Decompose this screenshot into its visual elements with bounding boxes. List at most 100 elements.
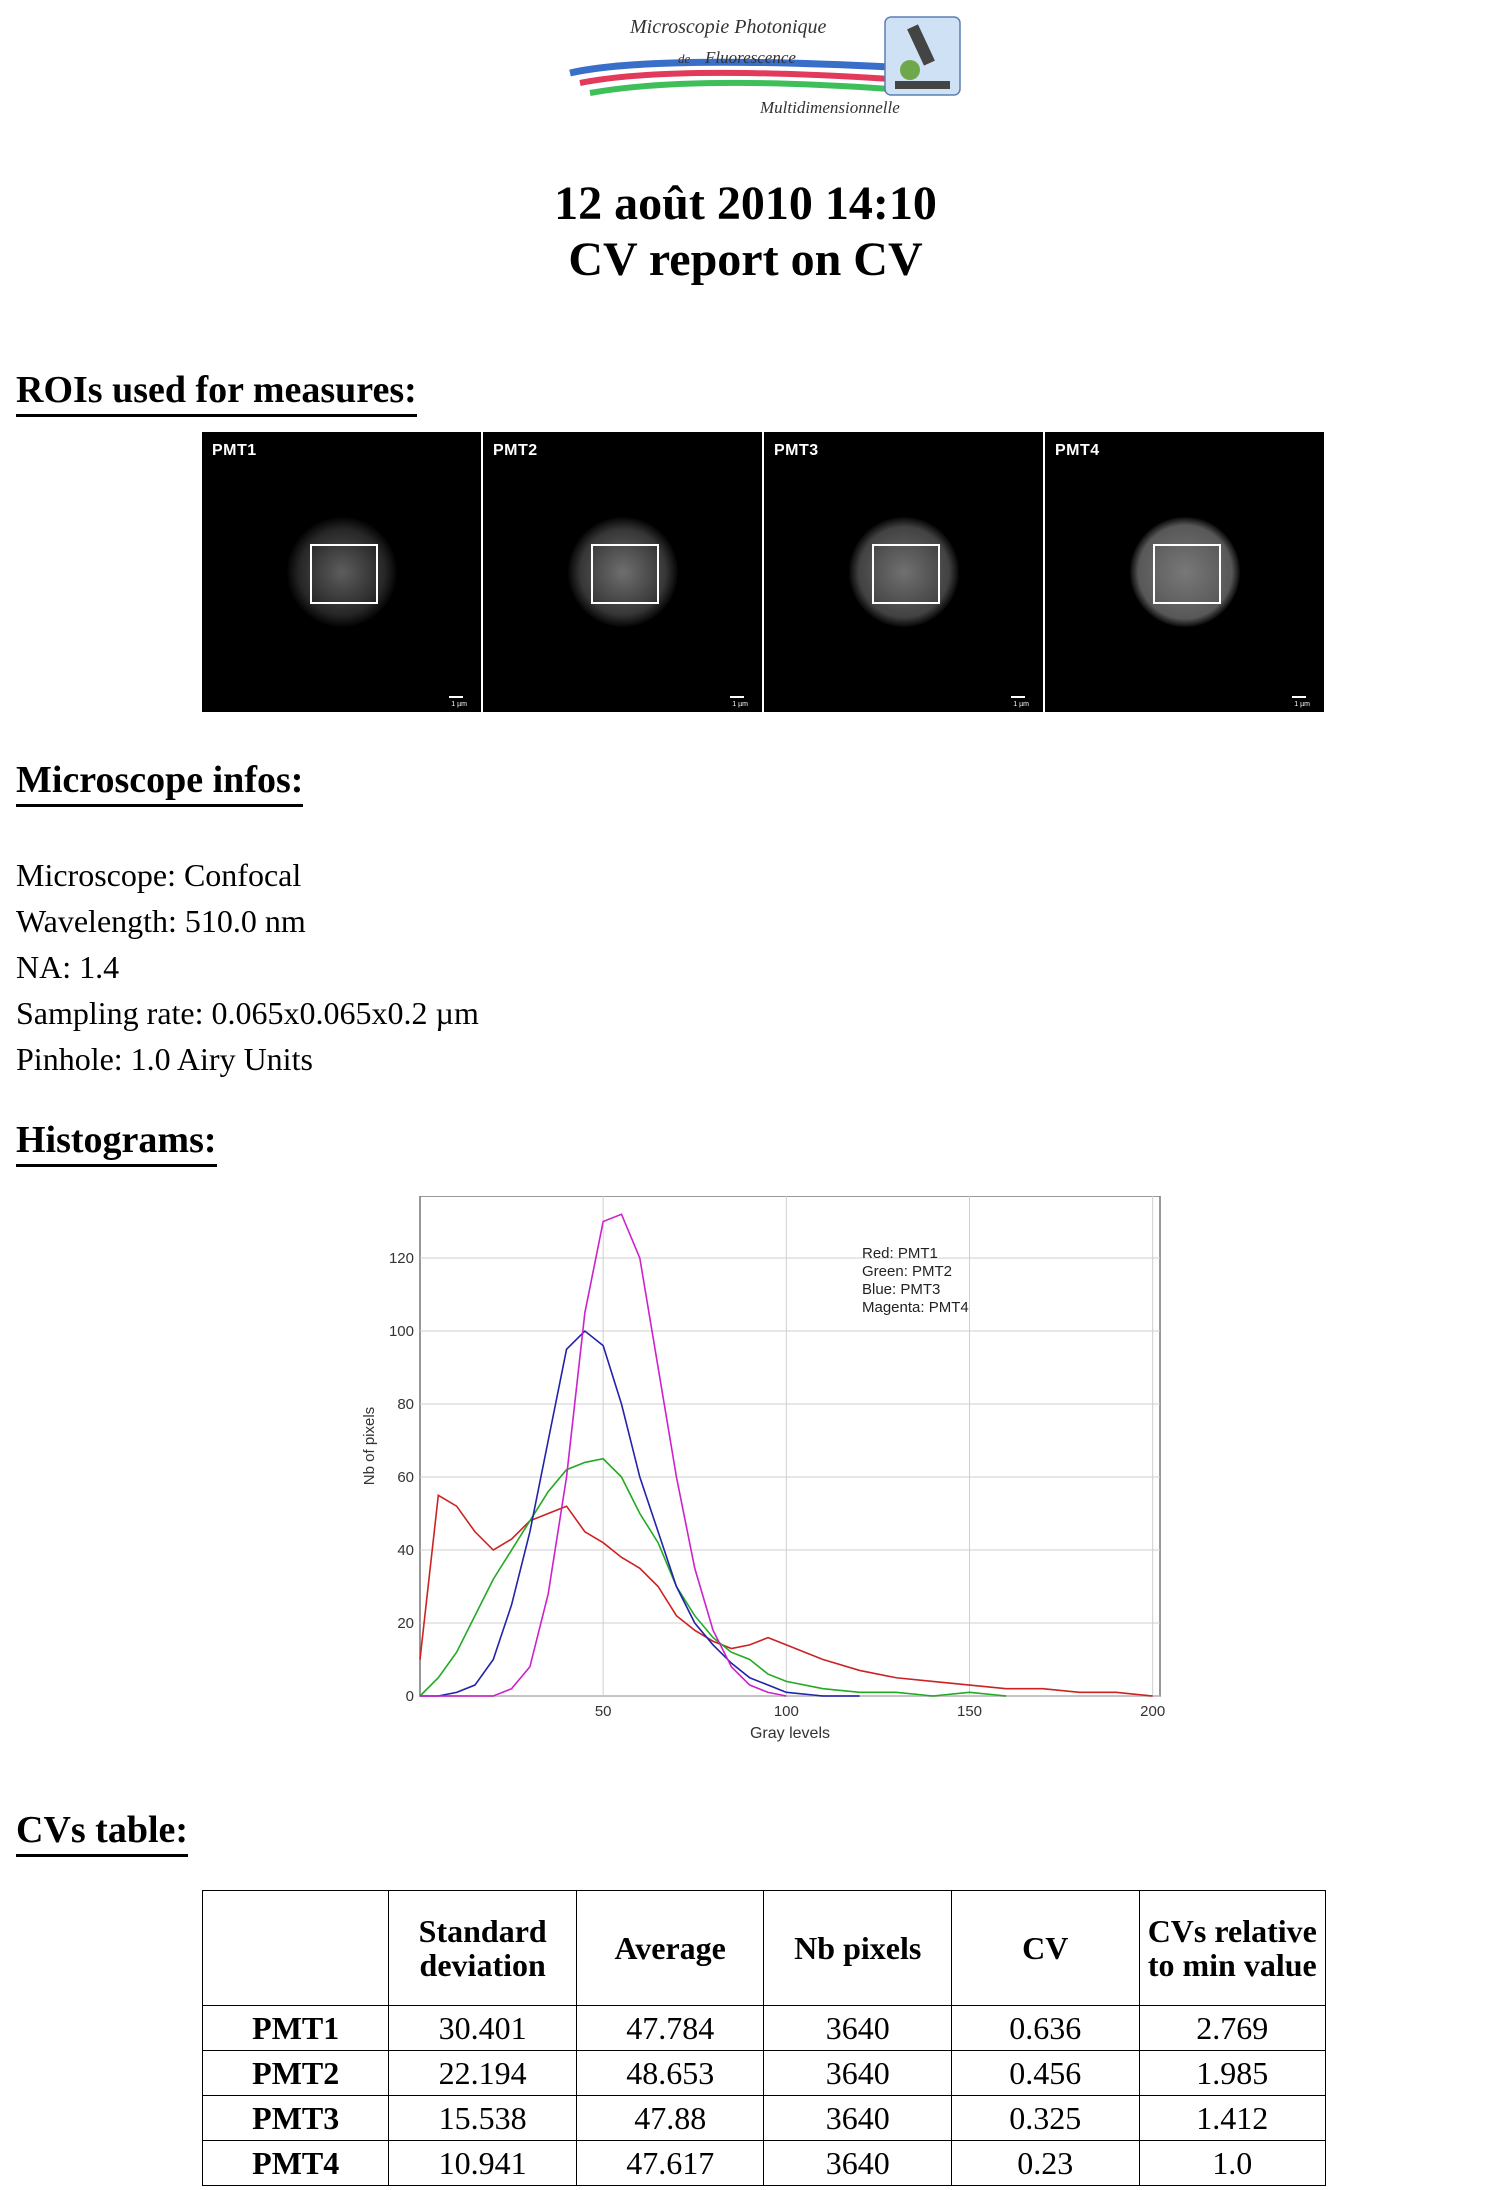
scale-bar	[449, 696, 463, 698]
series-line-pmt1	[419, 1493, 1153, 1697]
header-empty	[201, 1890, 390, 2006]
cell-nb-pixels: 3640	[763, 2095, 952, 2141]
logo: Microscopie Photonique de Fluorescence M…	[569, 16, 961, 117]
logo-line3: Multidimensionnelle	[759, 98, 900, 117]
header-cv: CV	[951, 1890, 1140, 2006]
cell-cv: 0.325	[951, 2095, 1140, 2141]
table-row: PMT4 10.941 47.617 3640 0.23 1.0	[201, 2140, 1327, 2186]
cell-nb-pixels: 3640	[763, 2005, 952, 2051]
roi-panel-pmt3: PMT3 1 µm	[764, 432, 1043, 712]
header-average: Average	[575, 1890, 765, 2006]
scale-label: 1 µm	[1013, 701, 1029, 708]
rois-heading: ROIs used for measures:	[16, 368, 417, 417]
scale-bar	[1292, 696, 1306, 698]
scale-bar	[730, 696, 744, 698]
row-name: PMT3	[201, 2095, 390, 2141]
cell-average: 47.88	[575, 2095, 765, 2141]
scale-bar	[1011, 696, 1025, 698]
roi-panel-pmt2: PMT2 1 µm	[483, 432, 762, 712]
roi-spot	[848, 517, 959, 627]
histograms-heading: Histograms:	[16, 1118, 217, 1167]
series-line-pmt3	[420, 1329, 860, 1697]
roi-panels: PMT1 1 µm PMT2 1 µm PMT3 1 µm PMT4 1 µm	[202, 432, 1324, 712]
header-nb-pixels: Nb pixels	[763, 1890, 952, 2006]
y-tick-label: 20	[397, 1615, 414, 1632]
y-tick-label: 100	[389, 1323, 414, 1340]
cell-std: 10.941	[388, 2140, 577, 2186]
row-name: PMT2	[201, 2050, 390, 2096]
series-line-pmt4	[420, 1213, 787, 1697]
cv-table-heading: CVs table:	[16, 1808, 189, 1857]
microscope-sampling-rate: Sampling rate: 0.065x0.065x0.2 µm	[16, 995, 479, 1031]
histogram-chart: 0 20 40 60 80 100 120 50 100 150 200 Gray levels Nb …	[361, 1196, 1165, 1742]
header-std: Standard deviation	[388, 1890, 577, 2006]
series-line-pmt2	[419, 1457, 1007, 1697]
cell-nb-pixels: 3640	[763, 2140, 952, 2186]
microscope-na: NA: 1.4	[16, 949, 120, 985]
cv-table-header-row: Standard deviation Average Nb pixels CV …	[201, 1890, 1327, 2006]
report-title: CV report on CV	[568, 233, 923, 286]
x-tick-label: 50	[595, 1703, 612, 1720]
roi-rectangle	[590, 544, 659, 604]
roi-rectangle	[309, 544, 378, 604]
cv-table: Standard deviation Average Nb pixels CV …	[201, 1890, 1327, 2186]
roi-spot	[567, 517, 678, 627]
table-row: PMT3 15.538 47.88 3640 0.325 1.412	[201, 2095, 1327, 2141]
roi-label: PMT4	[1055, 442, 1100, 459]
roi-panel-pmt1: PMT1 1 µm	[202, 432, 481, 712]
table-row: PMT2 22.194 48.653 3640 0.456 1.985	[201, 2050, 1327, 2096]
legend-entry: Magenta: PMT4	[862, 1299, 969, 1316]
cell-cv-relative: 1.412	[1138, 2095, 1327, 2141]
roi-rectangle	[1152, 544, 1221, 604]
y-tick-label: 80	[397, 1396, 414, 1413]
roi-label: PMT1	[212, 442, 257, 459]
row-name: PMT1	[201, 2005, 390, 2051]
logo-line2: Fluorescence	[704, 48, 796, 67]
roi-label: PMT3	[774, 442, 819, 459]
x-tick-label: 100	[774, 1703, 799, 1720]
legend-entry: Blue: PMT3	[862, 1281, 940, 1298]
cell-average: 48.653	[575, 2050, 765, 2096]
roi-rectangle	[871, 544, 940, 604]
cell-average: 47.617	[575, 2140, 765, 2186]
roi-spot	[286, 517, 397, 627]
report-date: 12 août 2010 14:10	[554, 177, 937, 230]
scale-label: 1 µm	[1294, 701, 1310, 708]
microscope-wavelength: Wavelength: 510.0 nm	[16, 903, 306, 939]
cell-average: 47.784	[575, 2005, 765, 2051]
microscope-icon	[884, 16, 961, 96]
cell-cv: 0.636	[951, 2005, 1140, 2051]
cell-cv-relative: 1.0	[1138, 2140, 1327, 2186]
header-cv-relative: CVs relative to min value	[1138, 1890, 1327, 2006]
y-tick-label: 60	[397, 1469, 414, 1486]
scale-label: 1 µm	[451, 701, 467, 708]
roi-spot	[1129, 517, 1240, 627]
y-tick-label: 120	[389, 1250, 414, 1267]
y-axis-label: Nb of pixels	[361, 1407, 378, 1485]
microscope-heading: Microscope infos:	[16, 758, 304, 807]
cell-std: 30.401	[388, 2005, 577, 2051]
y-tick-label: 0	[406, 1688, 414, 1705]
plot-area	[419, 1196, 1161, 1697]
microscope-pinhole: Pinhole: 1.0 Airy Units	[16, 1041, 313, 1077]
roi-panel-pmt4: PMT4 1 µm	[1045, 432, 1324, 712]
cell-nb-pixels: 3640	[763, 2050, 952, 2096]
logo-line2-prefix: de	[678, 51, 691, 66]
cell-std: 15.538	[388, 2095, 577, 2141]
roi-label: PMT2	[493, 442, 538, 459]
x-tick-label: 150	[957, 1703, 982, 1720]
cell-cv-relative: 1.985	[1138, 2050, 1327, 2096]
table-row: PMT1 30.401 47.784 3640 0.636 2.769	[201, 2005, 1327, 2051]
logo-line1: Microscopie Photonique	[629, 16, 827, 38]
cell-std: 22.194	[388, 2050, 577, 2096]
legend-entry: Red: PMT1	[862, 1245, 938, 1262]
x-tick-label: 200	[1140, 1703, 1165, 1720]
scale-label: 1 µm	[732, 701, 748, 708]
legend-entry: Green: PMT2	[862, 1263, 952, 1280]
cell-cv-relative: 2.769	[1138, 2005, 1327, 2051]
row-name: PMT4	[201, 2140, 390, 2186]
x-axis-label: Gray levels	[750, 1725, 830, 1742]
cell-cv: 0.456	[951, 2050, 1140, 2096]
y-tick-label: 40	[397, 1542, 414, 1559]
cell-cv: 0.23	[951, 2140, 1140, 2186]
